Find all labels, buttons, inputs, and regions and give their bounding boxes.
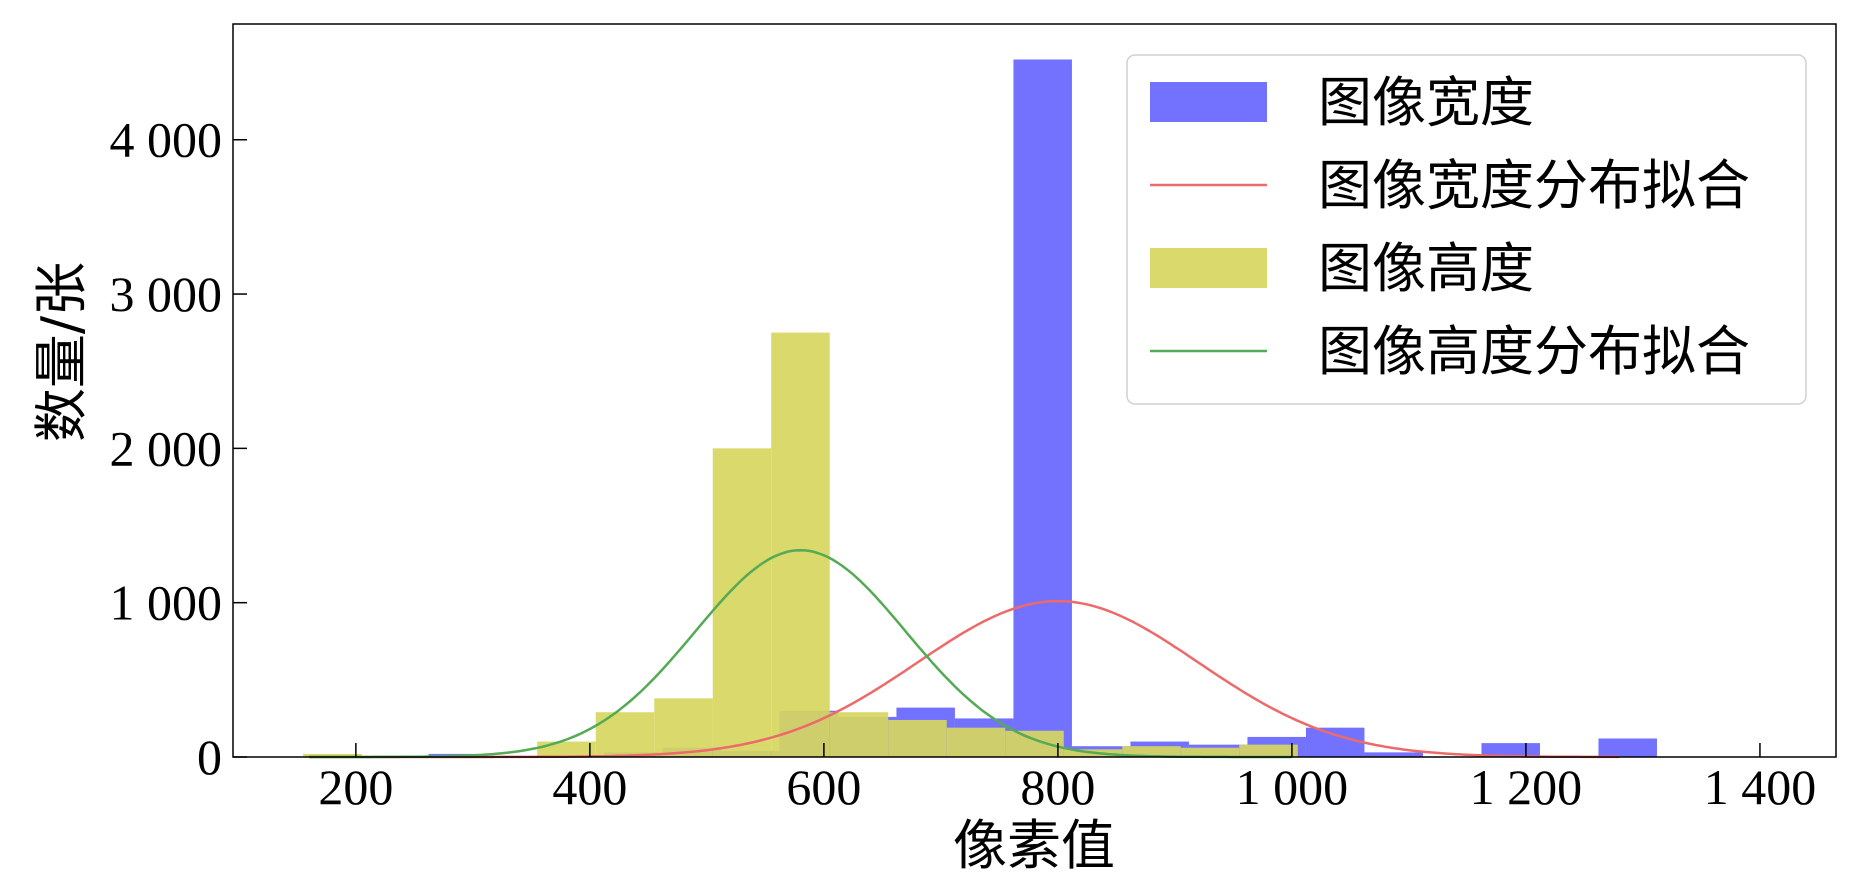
legend-label-1: 图像宽度分布拟合 [1318,154,1750,217]
legend-swatch-0 [1150,82,1267,122]
x-tick-label-1: 400 [552,759,627,815]
x-tick-label-0: 200 [318,759,393,815]
x-tick-label-4: 1 000 [1236,759,1349,815]
bar-2-13 [1239,744,1298,757]
bar-2-5 [771,332,830,757]
y-axis: 0 1 000 2 000 3 000 4 000 [110,112,247,785]
bar-2-0 [303,753,362,757]
y-tick-label-0: 0 [197,729,222,785]
legend-label-0: 图像宽度 [1318,71,1534,134]
x-tick-label-6: 1 400 [1704,759,1817,815]
bar-2-4 [712,448,772,757]
bar-0-17 [1598,738,1657,757]
bar-0-14 [1305,727,1365,757]
bar-2-8 [946,727,1006,757]
legend-label-2: 图像高度 [1318,237,1534,300]
plot-frame [232,23,1837,758]
fit-curve-3 [309,548,1292,759]
y-tick-label-3: 3 000 [110,266,223,322]
legend-swatch-2 [1150,248,1267,288]
x-axis-title: 像素值 [953,814,1115,877]
bar-2-11 [1122,746,1181,757]
legend-box [1126,54,1807,405]
bar-0-9 [1013,59,1072,758]
x-axis: 200 400 600 800 1 000 1 200 1 400 [318,743,1816,815]
bar-0-15 [1364,752,1423,757]
y-axis-title: 数量/张 [30,262,93,442]
y-tick-label-1: 1 000 [110,575,223,631]
bar-2-9 [1005,730,1064,757]
x-tick-label-2: 600 [786,759,861,815]
bar-2-7 [888,719,947,757]
bar-2-1 [537,741,596,757]
bar-2-3 [654,698,713,757]
x-tick-label-3: 800 [1020,759,1095,815]
bars-layer [303,59,1657,758]
bar-2-6 [829,712,889,757]
bar-2-12 [1180,747,1240,757]
legend-label-3: 图像高度分布拟合 [1318,320,1750,383]
y-tick-label-4: 4 000 [110,112,223,168]
x-tick-label-5: 1 200 [1470,759,1583,815]
y-tick-label-2: 2 000 [110,420,223,476]
